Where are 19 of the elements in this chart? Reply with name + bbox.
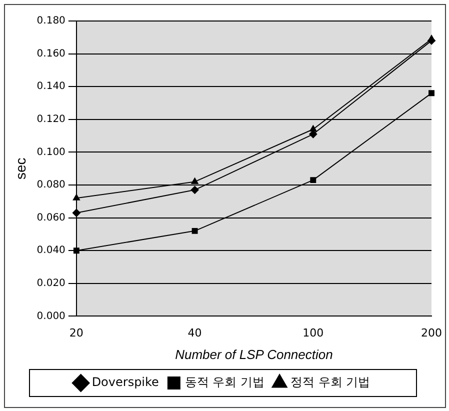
x-tick-label: 200 (421, 326, 442, 340)
y-tick-label: 0.140 (36, 81, 66, 92)
legend-label: Doverspike (92, 375, 159, 390)
x-tick-label: 100 (302, 326, 324, 340)
y-tick-label: 0.160 (36, 48, 66, 60)
y-tick-label: 0.020 (36, 278, 66, 289)
x-axis-title: Number of LSP Connection (175, 346, 333, 362)
y-tick-label: 0.000 (36, 310, 66, 322)
legend-label: 정적 우회 기법 (290, 375, 370, 390)
y-axis-title: sec (12, 158, 28, 180)
y-tick-label: 0.180 (36, 16, 66, 27)
y-tick-label: 0.040 (36, 245, 66, 256)
x-tick-label: 20 (69, 326, 84, 340)
legend-label: 동적 우회 기법 (184, 375, 265, 390)
y-tick-label: 0.080 (36, 180, 66, 191)
x-tick-label: 40 (188, 326, 202, 340)
y-tick-label: 0.120 (36, 114, 66, 125)
y-tick-label: 0.060 (36, 212, 66, 224)
y-tick-label: 0.100 (36, 146, 66, 158)
